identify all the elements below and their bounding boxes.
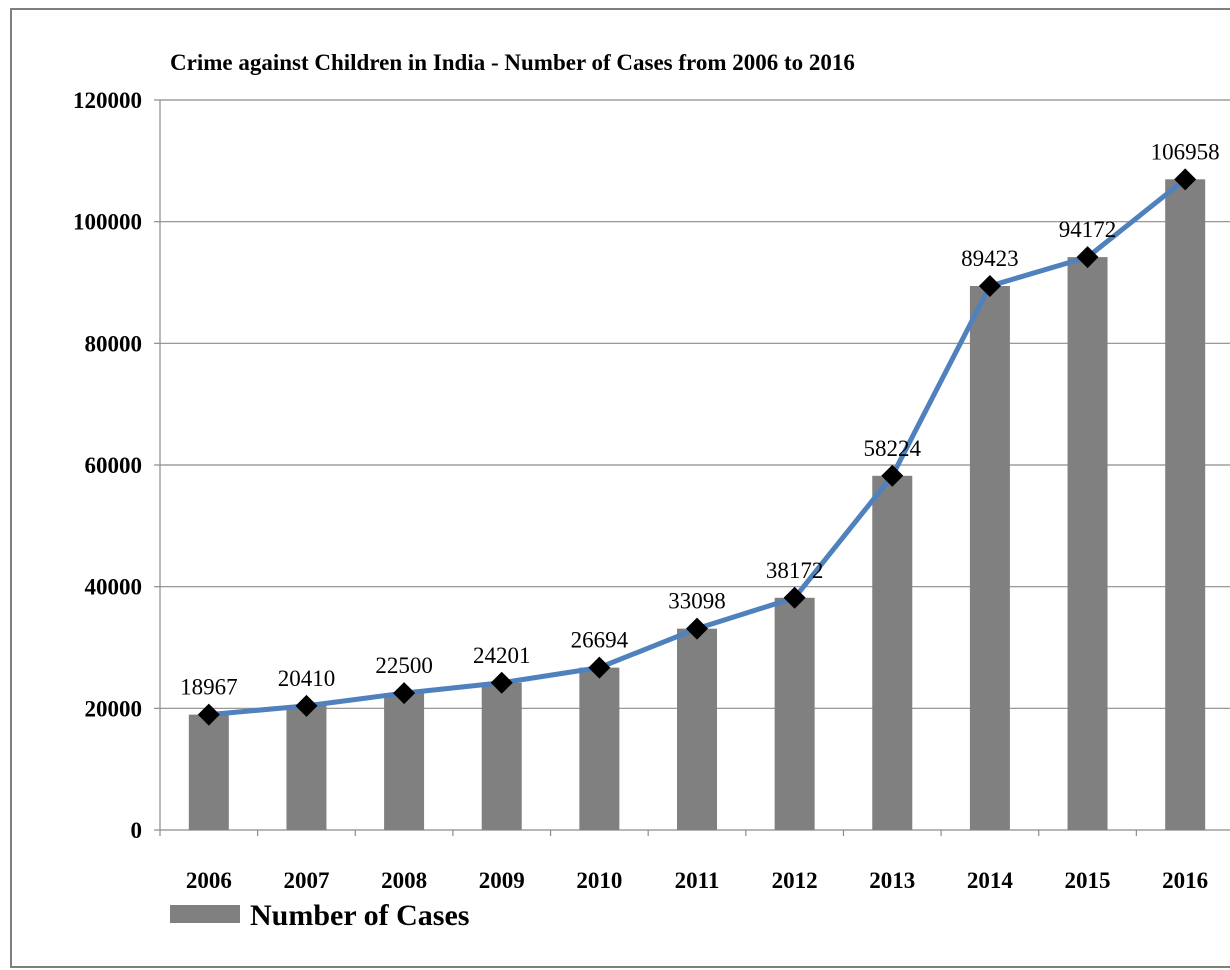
data-label: 22500 [375, 653, 433, 678]
axes: 0 20000 40000 60000 80000 100000 120000 2006 200… [73, 88, 1230, 893]
data-label: 20410 [278, 666, 336, 691]
bar [188, 714, 229, 830]
point-marker [686, 617, 708, 640]
legend-label: Number of Cases [250, 899, 469, 932]
legend-swatch [170, 905, 240, 923]
x-tick-label: 2006 [186, 868, 232, 893]
data-label: 18967 [180, 675, 238, 700]
x-tick-label: 2016 [1162, 868, 1208, 893]
bar [1165, 179, 1206, 830]
y-tick-label: 120000 [73, 88, 142, 113]
bar [1067, 257, 1108, 830]
data-label: 38172 [766, 558, 824, 583]
y-tick-label: 60000 [85, 453, 143, 478]
point-marker [1174, 168, 1197, 191]
point-marker [978, 275, 1001, 298]
bars [188, 179, 1206, 830]
y-tick-label: 80000 [85, 331, 143, 356]
bar [872, 475, 913, 830]
data-label: 89423 [961, 246, 1019, 271]
x-tick-label: 2007 [283, 868, 329, 893]
x-tick-label: 2011 [675, 868, 720, 893]
bar [481, 682, 522, 830]
point-marker [1076, 246, 1099, 269]
data-label: 33098 [668, 589, 726, 614]
bar [969, 286, 1010, 830]
data-label: 94172 [1059, 217, 1117, 242]
chart-title: Crime against Children in India - Number… [170, 50, 855, 75]
data-label: 24201 [473, 643, 531, 668]
x-tick-label: 2012 [772, 868, 818, 893]
bar [677, 628, 717, 830]
chart-frame: Crime against Children in India - Number… [10, 8, 1230, 968]
x-tick-label: 2009 [479, 868, 525, 893]
bar [774, 597, 815, 830]
data-labels: 18967 20410 22500 24201 26694 33098 38172 58224… [180, 139, 1220, 699]
markers [197, 168, 1197, 726]
x-tick-label: 2010 [576, 868, 622, 893]
y-tick-label: 100000 [73, 210, 142, 235]
y-tick-label: 20000 [85, 696, 143, 721]
point-marker [783, 586, 806, 609]
x-tick-label: 2008 [381, 868, 427, 893]
point-marker [393, 682, 416, 705]
point-marker [588, 656, 611, 679]
legend: Number of Cases [170, 899, 469, 932]
x-tick-label: 2013 [869, 868, 915, 893]
data-label: 26694 [571, 628, 629, 653]
chart-svg: Crime against Children in India - Number… [73, 50, 1230, 932]
bar [286, 705, 327, 830]
bar [384, 693, 425, 830]
y-tick-label: 0 [131, 818, 143, 843]
point-marker [881, 464, 904, 487]
gridlines [160, 99, 1230, 709]
point-marker [490, 671, 513, 694]
point-marker [197, 703, 220, 726]
bar [579, 667, 620, 830]
data-label: 58224 [864, 436, 922, 461]
point-marker [295, 694, 318, 717]
y-tick-label: 40000 [85, 575, 143, 600]
x-tick-label: 2014 [967, 868, 1014, 893]
data-label: 106958 [1151, 139, 1220, 164]
x-tick-label: 2015 [1065, 868, 1111, 893]
